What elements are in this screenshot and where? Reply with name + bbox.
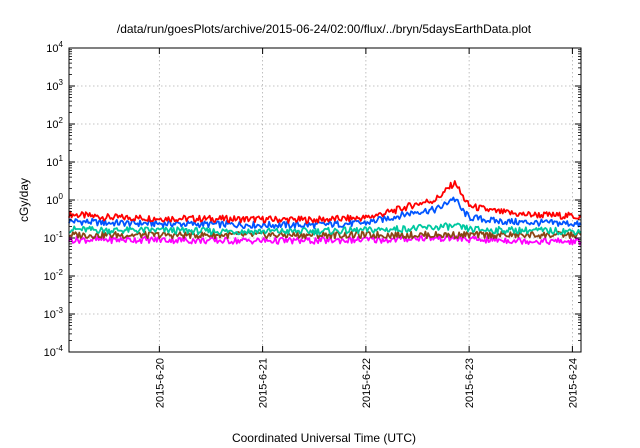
- series-line: [68, 196, 582, 230]
- y-tick-label: 10-1: [44, 230, 64, 245]
- y-tick-label: 104: [46, 40, 63, 55]
- y-tick-label: 102: [46, 116, 63, 131]
- y-tick-label: 101: [46, 154, 63, 169]
- series-line: [68, 180, 582, 225]
- ticks: 10-4 10-3 10-2 10-1 100 101 102 103 104 2015-6-20…: [44, 40, 581, 408]
- y-axis-label-group: cGy/day: [17, 178, 31, 222]
- grid: [69, 48, 581, 352]
- x-tick-label: 2015-6-21: [258, 358, 270, 408]
- x-tick-label: 2015-6-24: [567, 358, 579, 408]
- chart-title: /data/run/goesPlots/archive/2015-06-24/0…: [117, 22, 532, 36]
- series-line: [68, 222, 582, 236]
- y-tick-label: 10-2: [44, 268, 64, 283]
- y-tick-label: 100: [46, 192, 63, 207]
- y-axis-label: cGy/day: [17, 178, 31, 222]
- x-tick-label: 2015-6-20: [154, 358, 166, 408]
- series-group: [68, 180, 582, 246]
- x-tick-label: 2015-6-22: [361, 358, 373, 408]
- y-tick-label: 10-4: [44, 344, 64, 359]
- x-tick-label: 2015-6-23: [464, 358, 476, 408]
- series-line: [68, 230, 582, 240]
- x-axis-label: Coordinated Universal Time (UTC): [232, 431, 416, 445]
- y-tick-label: 103: [46, 78, 63, 93]
- y-tick-label: 10-3: [44, 306, 64, 321]
